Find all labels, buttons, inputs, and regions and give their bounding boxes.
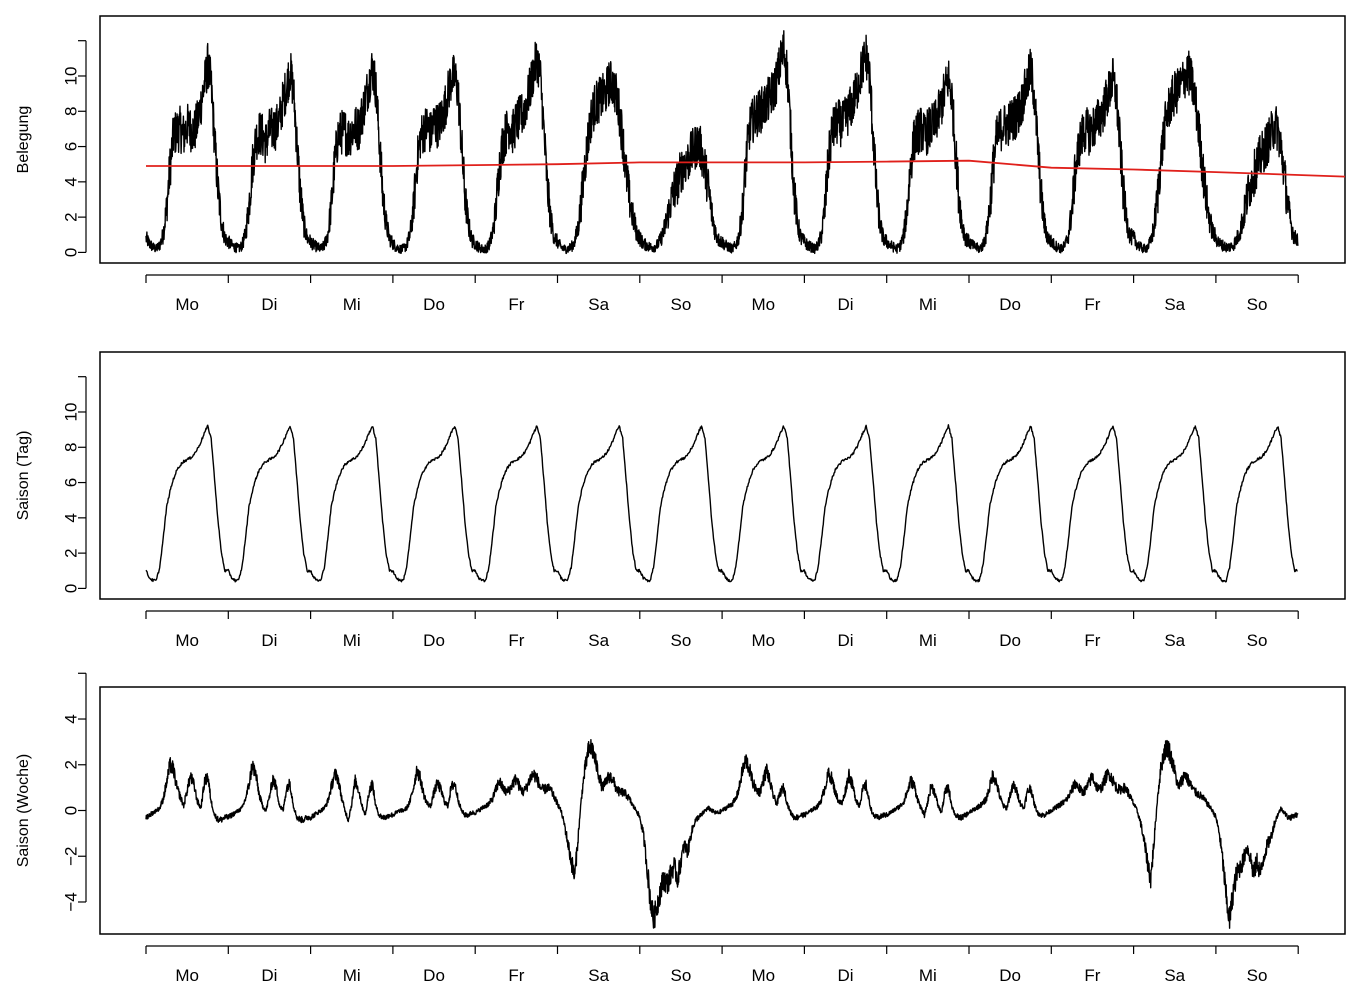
x-tick-label-fr: Fr — [1084, 631, 1100, 650]
x-tick-label-mi: Mi — [919, 631, 937, 650]
x-tick-label-fr: Fr — [1084, 295, 1100, 314]
panel-1: 0 2 4 6 8 10 Belegung Mo Di Mi Do Fr Sa So Mo Di Mi Do Fr S… — [15, 15, 1346, 314]
x-tick-label-di: Di — [838, 966, 854, 984]
x-tick-label-mi: Mi — [919, 966, 937, 984]
y-tick-label: 10 — [62, 67, 81, 86]
y-tick-label: 0 — [62, 806, 81, 815]
x-tick-label-mi: Mi — [343, 631, 361, 650]
x-tick-label-mi: Mi — [919, 295, 937, 314]
y-tick-label: 6 — [62, 478, 81, 487]
x-tick-label-fr: Fr — [1084, 966, 1100, 984]
series-line-1 — [145, 424, 1298, 583]
x-tick-label-sa: Sa — [1164, 966, 1185, 984]
x-tick-label-sa: Sa — [1164, 631, 1185, 650]
y-tick-label: 2 — [62, 760, 81, 769]
x-tick-label-so: So — [671, 631, 692, 650]
x-tick-label-so: So — [671, 966, 692, 984]
x-tick-label-mi: Mi — [343, 295, 361, 314]
x-tick-label-do: Do — [423, 295, 445, 314]
x-tick-label-mo: Mo — [751, 631, 775, 650]
x-tick-label-mo: Mo — [175, 295, 199, 314]
y-tick-label: 4 — [62, 177, 81, 186]
x-tick-label-mo: Mo — [751, 966, 775, 984]
x-tick-label-sa: Sa — [1164, 295, 1185, 314]
x-tick-label-di: Di — [838, 295, 854, 314]
y-tick-label: 4 — [62, 513, 81, 522]
y-tick-label: 2 — [62, 548, 81, 557]
y-tick-label: 8 — [62, 443, 81, 452]
series-line-1 — [145, 739, 1299, 929]
y-axis-label: Saison (Tag) — [15, 431, 32, 521]
series-line-1 — [145, 30, 1299, 255]
x-tick-label-sa: Sa — [588, 966, 609, 984]
x-tick-label-fr: Fr — [508, 631, 524, 650]
plot-frame — [99, 686, 1346, 935]
x-tick-label-mo: Mo — [751, 295, 775, 314]
x-tick-label-do: Do — [999, 295, 1021, 314]
x-tick-label-di: Di — [838, 631, 854, 650]
panel-2: 0 2 4 6 8 10 Saison (Tag) Mo Di Mi Do Fr Sa So Mo Di Mi D… — [15, 351, 1346, 650]
y-tick-label: 0 — [62, 584, 81, 593]
x-tick-label-do: Do — [999, 631, 1021, 650]
x-tick-label-so: So — [1247, 295, 1268, 314]
x-tick-label-fr: Fr — [508, 966, 524, 984]
trend-line — [146, 159, 1346, 178]
x-tick-label-sa: Sa — [588, 295, 609, 314]
y-tick-label: −2 — [62, 847, 81, 866]
x-tick-label-so: So — [671, 295, 692, 314]
y-tick-label: 10 — [62, 403, 81, 422]
plot-frame — [99, 351, 1346, 600]
x-tick-label-sa: Sa — [588, 631, 609, 650]
y-axis-label: Saison (Woche) — [15, 754, 32, 868]
y-tick-label: 0 — [62, 248, 81, 257]
x-tick-label-so: So — [1247, 631, 1268, 650]
y-tick-label: 6 — [62, 142, 81, 151]
x-tick-label-do: Do — [423, 631, 445, 650]
y-tick-label: −4 — [62, 892, 81, 911]
x-tick-label-di: Di — [261, 295, 277, 314]
x-tick-label-do: Do — [999, 966, 1021, 984]
x-tick-label-mi: Mi — [343, 966, 361, 984]
x-tick-label-mo: Mo — [175, 631, 199, 650]
y-axis-label: Belegung — [15, 106, 32, 174]
plot-frame — [99, 15, 1346, 264]
x-tick-label-so: So — [1247, 966, 1268, 984]
y-tick-label: 8 — [62, 107, 81, 116]
x-tick-label-di: Di — [261, 966, 277, 984]
x-tick-label-di: Di — [261, 631, 277, 650]
panel-3: −4 −2 0 2 4 Saison (Woche) Mo Di Mi Do Fr Sa So Mo Di M… — [15, 672, 1346, 984]
y-tick-label: 4 — [62, 714, 81, 723]
y-tick-label: 2 — [62, 212, 81, 221]
x-tick-label-do: Do — [423, 966, 445, 984]
x-tick-label-mo: Mo — [175, 966, 199, 984]
x-tick-label-fr: Fr — [508, 295, 524, 314]
